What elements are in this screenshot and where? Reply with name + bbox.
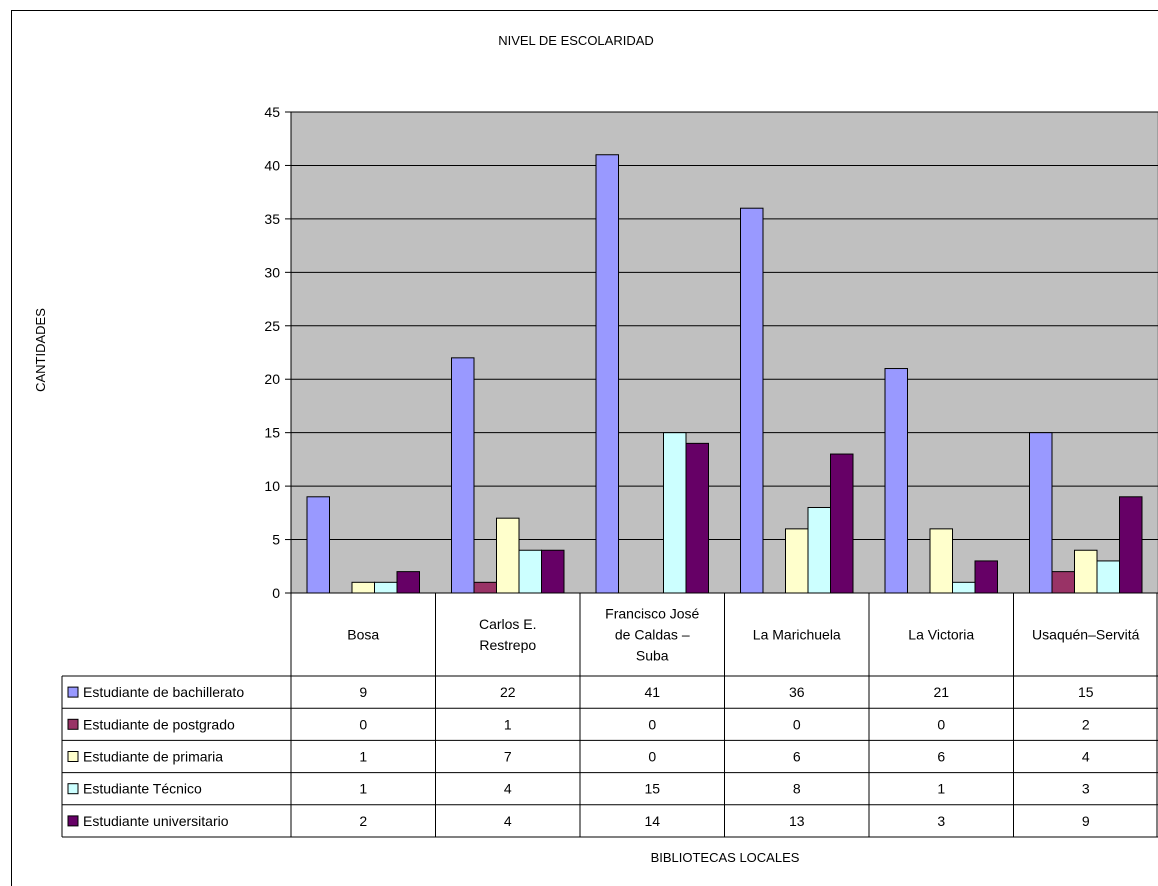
table-cell-value: 1: [937, 781, 945, 797]
y-tick-label: 35: [264, 211, 280, 227]
y-tick-label: 10: [264, 478, 280, 494]
table-cell-value: 22: [500, 684, 516, 700]
table-cell-value: 15: [644, 781, 660, 797]
table-cell-value: 0: [359, 716, 367, 732]
bar: [1075, 550, 1098, 593]
x-tick-label: La Victoria: [908, 627, 974, 643]
legend-label: Estudiante Técnico: [83, 781, 202, 797]
table-cell-value: 41: [644, 684, 660, 700]
y-tick-label: 30: [264, 264, 280, 280]
table-cell-value: 1: [359, 781, 367, 797]
table-cell-value: 1: [504, 716, 512, 732]
table-cell-value: 6: [937, 749, 945, 765]
bar: [1097, 561, 1120, 593]
bar: [1052, 572, 1075, 593]
bar: [596, 155, 619, 593]
bar: [885, 369, 908, 593]
chart-title: NIVEL DE ESCOLARIDAD: [498, 33, 654, 48]
table-cell-value: 9: [359, 684, 367, 700]
y-axis-title: CANTIDADES: [33, 308, 48, 392]
plot-area: [291, 112, 1158, 593]
table-cell-value: 7: [504, 749, 512, 765]
x-tick-label: de Caldas –: [615, 627, 690, 643]
x-tick-label: Carlos E.: [479, 616, 537, 632]
legend-label: Estudiante de primaria: [83, 749, 223, 765]
bar: [519, 550, 542, 593]
table-cell-value: 3: [1082, 781, 1090, 797]
bar: [452, 358, 475, 593]
bar: [542, 550, 565, 593]
table-cell-value: 0: [648, 716, 656, 732]
legend-swatch: [68, 752, 78, 762]
legend-label: Estudiante universitario: [83, 813, 229, 829]
bar: [307, 497, 330, 593]
table-cell-value: 6: [793, 749, 801, 765]
x-tick-label: La Marichuela: [753, 627, 841, 643]
y-tick-label: 25: [264, 318, 280, 334]
table-cell-value: 3: [937, 813, 945, 829]
bar: [741, 208, 764, 593]
bar: [953, 582, 976, 593]
y-tick-label: 20: [264, 371, 280, 387]
bar: [1030, 433, 1053, 593]
bar: [664, 433, 687, 593]
x-tick-label: Bosa: [347, 627, 379, 643]
legend-swatch: [68, 784, 78, 794]
legend-label: Estudiante de bachillerato: [83, 684, 244, 700]
table-cell-value: 13: [789, 813, 805, 829]
table-cell-value: 9: [1082, 813, 1090, 829]
x-tick-label: Francisco José: [605, 606, 699, 622]
bar: [375, 582, 398, 593]
table-cell-value: 15: [1078, 684, 1094, 700]
y-tick-label: 15: [264, 425, 280, 441]
bar: [831, 454, 854, 593]
x-axis-title: BIBLIOTECAS LOCALES: [651, 850, 800, 865]
x-tick-label: Usaquén–Servitá: [1032, 627, 1140, 643]
table-cell-value: 2: [1082, 716, 1090, 732]
legend-swatch: [68, 719, 78, 729]
table-cell-value: 8: [793, 781, 801, 797]
table-cell-value: 36: [789, 684, 805, 700]
table-cell-value: 4: [504, 781, 512, 797]
y-tick-label: 5: [272, 532, 280, 548]
bar: [686, 443, 709, 593]
table-cell-value: 0: [793, 716, 801, 732]
legend-swatch: [68, 687, 78, 697]
table-cell-value: 1: [359, 749, 367, 765]
table-cell-value: 2: [359, 813, 367, 829]
bar: [352, 582, 375, 593]
bar: [497, 518, 520, 593]
table-cell-value: 14: [644, 813, 660, 829]
bar: [808, 507, 831, 593]
bar: [1120, 497, 1143, 593]
table-cell-value: 21: [933, 684, 949, 700]
legend-swatch: [68, 816, 78, 826]
table-cell-value: 0: [648, 749, 656, 765]
y-tick-label: 40: [264, 157, 280, 173]
legend-label: Estudiante de postgrado: [83, 716, 235, 732]
x-tick-label: Restrepo: [479, 637, 536, 653]
table-cell-value: 4: [504, 813, 512, 829]
bar: [474, 582, 497, 593]
y-tick-label: 45: [264, 104, 280, 120]
bar: [930, 529, 953, 593]
x-tick-label: Suba: [636, 648, 669, 664]
bar: [975, 561, 998, 593]
table-cell-value: 4: [1082, 749, 1090, 765]
bar: [397, 572, 420, 593]
y-tick-label: 0: [272, 585, 280, 601]
bar: [786, 529, 809, 593]
table-cell-value: 0: [937, 716, 945, 732]
